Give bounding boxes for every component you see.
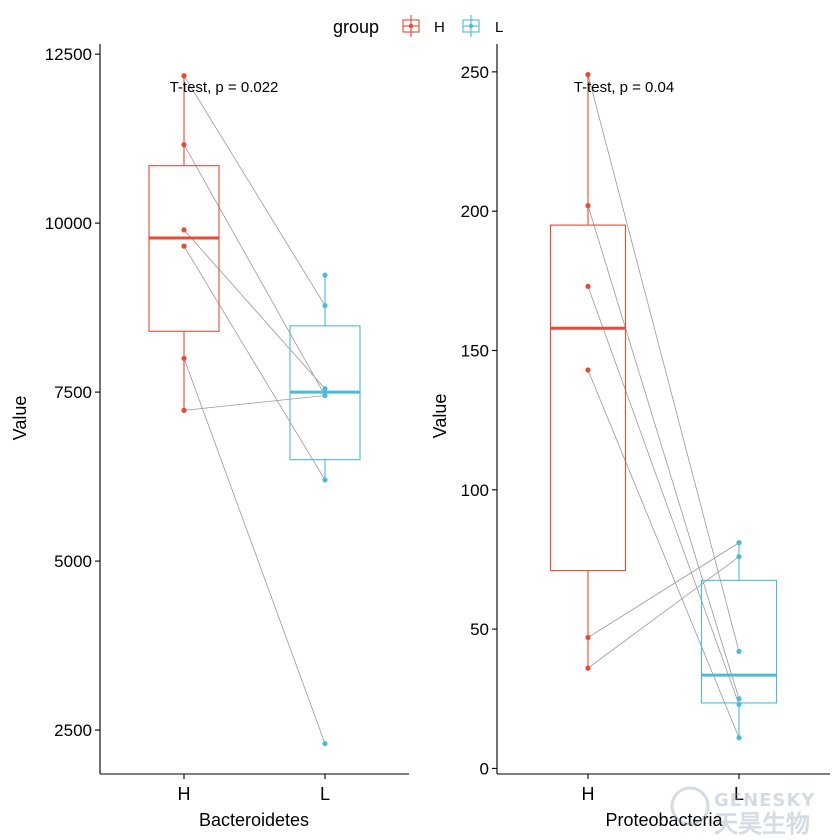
point-h (181, 355, 187, 361)
pair-line (183, 75, 326, 306)
point-l (322, 272, 328, 278)
axes: 2500 5000 7500 10000 12500 H L (45, 44, 409, 804)
x-tick-label: L (320, 784, 330, 804)
test-annotation: T-test, p = 0.022 (170, 79, 279, 96)
pair-line (183, 358, 326, 744)
y-tick-label: 50 (470, 620, 489, 639)
x-tick-label: H (178, 784, 191, 804)
legend-key-l-point (468, 23, 474, 29)
legend-label-h: H (434, 19, 445, 36)
y-tick-label: 150 (461, 341, 489, 360)
box-h (148, 165, 220, 332)
x-axis-title: Bacteroidetes (199, 810, 309, 830)
y-axis-title: Value (430, 394, 450, 439)
watermark-emblem (670, 786, 710, 826)
y-tick-label: 0 (480, 759, 489, 778)
legend-title: group (333, 17, 379, 37)
y-tick-label: 7500 (54, 383, 92, 402)
point-l (322, 477, 328, 483)
point-h (585, 634, 591, 641)
pair-line (183, 395, 326, 411)
y-tick-label: 100 (461, 481, 489, 500)
legend-key-h-point (408, 23, 414, 29)
point-h (585, 665, 591, 671)
pair-line (587, 556, 740, 669)
point-l (322, 386, 328, 392)
data-points (181, 73, 328, 747)
boxplots (148, 75, 361, 480)
pair-line (587, 286, 740, 705)
y-tick-label: 2500 (54, 721, 92, 740)
pair-lines (587, 74, 740, 738)
panel-proteobacteria: 0 50 100 150 200 250 H L T-test, p = 0.04 Prote… (430, 44, 830, 830)
point-l (322, 392, 328, 399)
y-tick-label: 10000 (45, 214, 92, 233)
pair-line (587, 369, 740, 738)
pair-line (183, 144, 326, 396)
legend-key-l (462, 15, 480, 37)
pair-lines (183, 75, 326, 744)
point-h (181, 73, 187, 79)
point-l (736, 554, 742, 560)
x-axis-title: Proteobacteria (605, 810, 723, 830)
y-tick-label: 5000 (54, 552, 92, 571)
y-tick-label: 200 (461, 202, 489, 221)
pair-line (587, 542, 740, 638)
box-l (700, 579, 778, 704)
pair-line (183, 245, 326, 481)
y-tick-label: 250 (461, 63, 489, 82)
point-l (322, 740, 328, 747)
data-points (585, 72, 742, 741)
box-h (549, 224, 627, 572)
point-l (736, 735, 742, 741)
point-l (736, 696, 742, 702)
test-annotation: T-test, p = 0.04 (574, 79, 674, 96)
legend-key-h (402, 15, 420, 37)
legend: group H L (333, 15, 503, 37)
point-l (736, 540, 742, 546)
point-h (181, 243, 187, 249)
pair-line (587, 74, 740, 652)
point-h (585, 283, 591, 290)
y-tick-label: 12500 (45, 45, 92, 64)
pair-line (587, 205, 740, 699)
point-l (322, 302, 328, 309)
point-h (181, 227, 187, 233)
legend-label-l: L (495, 19, 503, 36)
point-l (736, 701, 742, 707)
watermark-text-cjk: 天昊生物 (714, 810, 810, 838)
watermark-logo: GENESKY 天昊生物 (670, 786, 815, 838)
point-h (585, 203, 591, 209)
watermark-text-latin: GENESKY (714, 790, 815, 811)
y-axis-title: Value (10, 396, 30, 441)
x-tick-label: H (582, 784, 595, 804)
point-h (585, 72, 591, 78)
pair-line (183, 229, 326, 389)
x-tick-label: L (734, 784, 744, 804)
panel-bacteroidetes: 2500 5000 7500 10000 12500 H L T-test, p = 0.0… (10, 44, 409, 830)
point-l (736, 648, 742, 655)
point-h (181, 142, 187, 148)
point-h (585, 367, 591, 373)
boxplots (549, 74, 778, 738)
point-h (181, 407, 187, 413)
axes: 0 50 100 150 200 250 H L (461, 44, 830, 804)
